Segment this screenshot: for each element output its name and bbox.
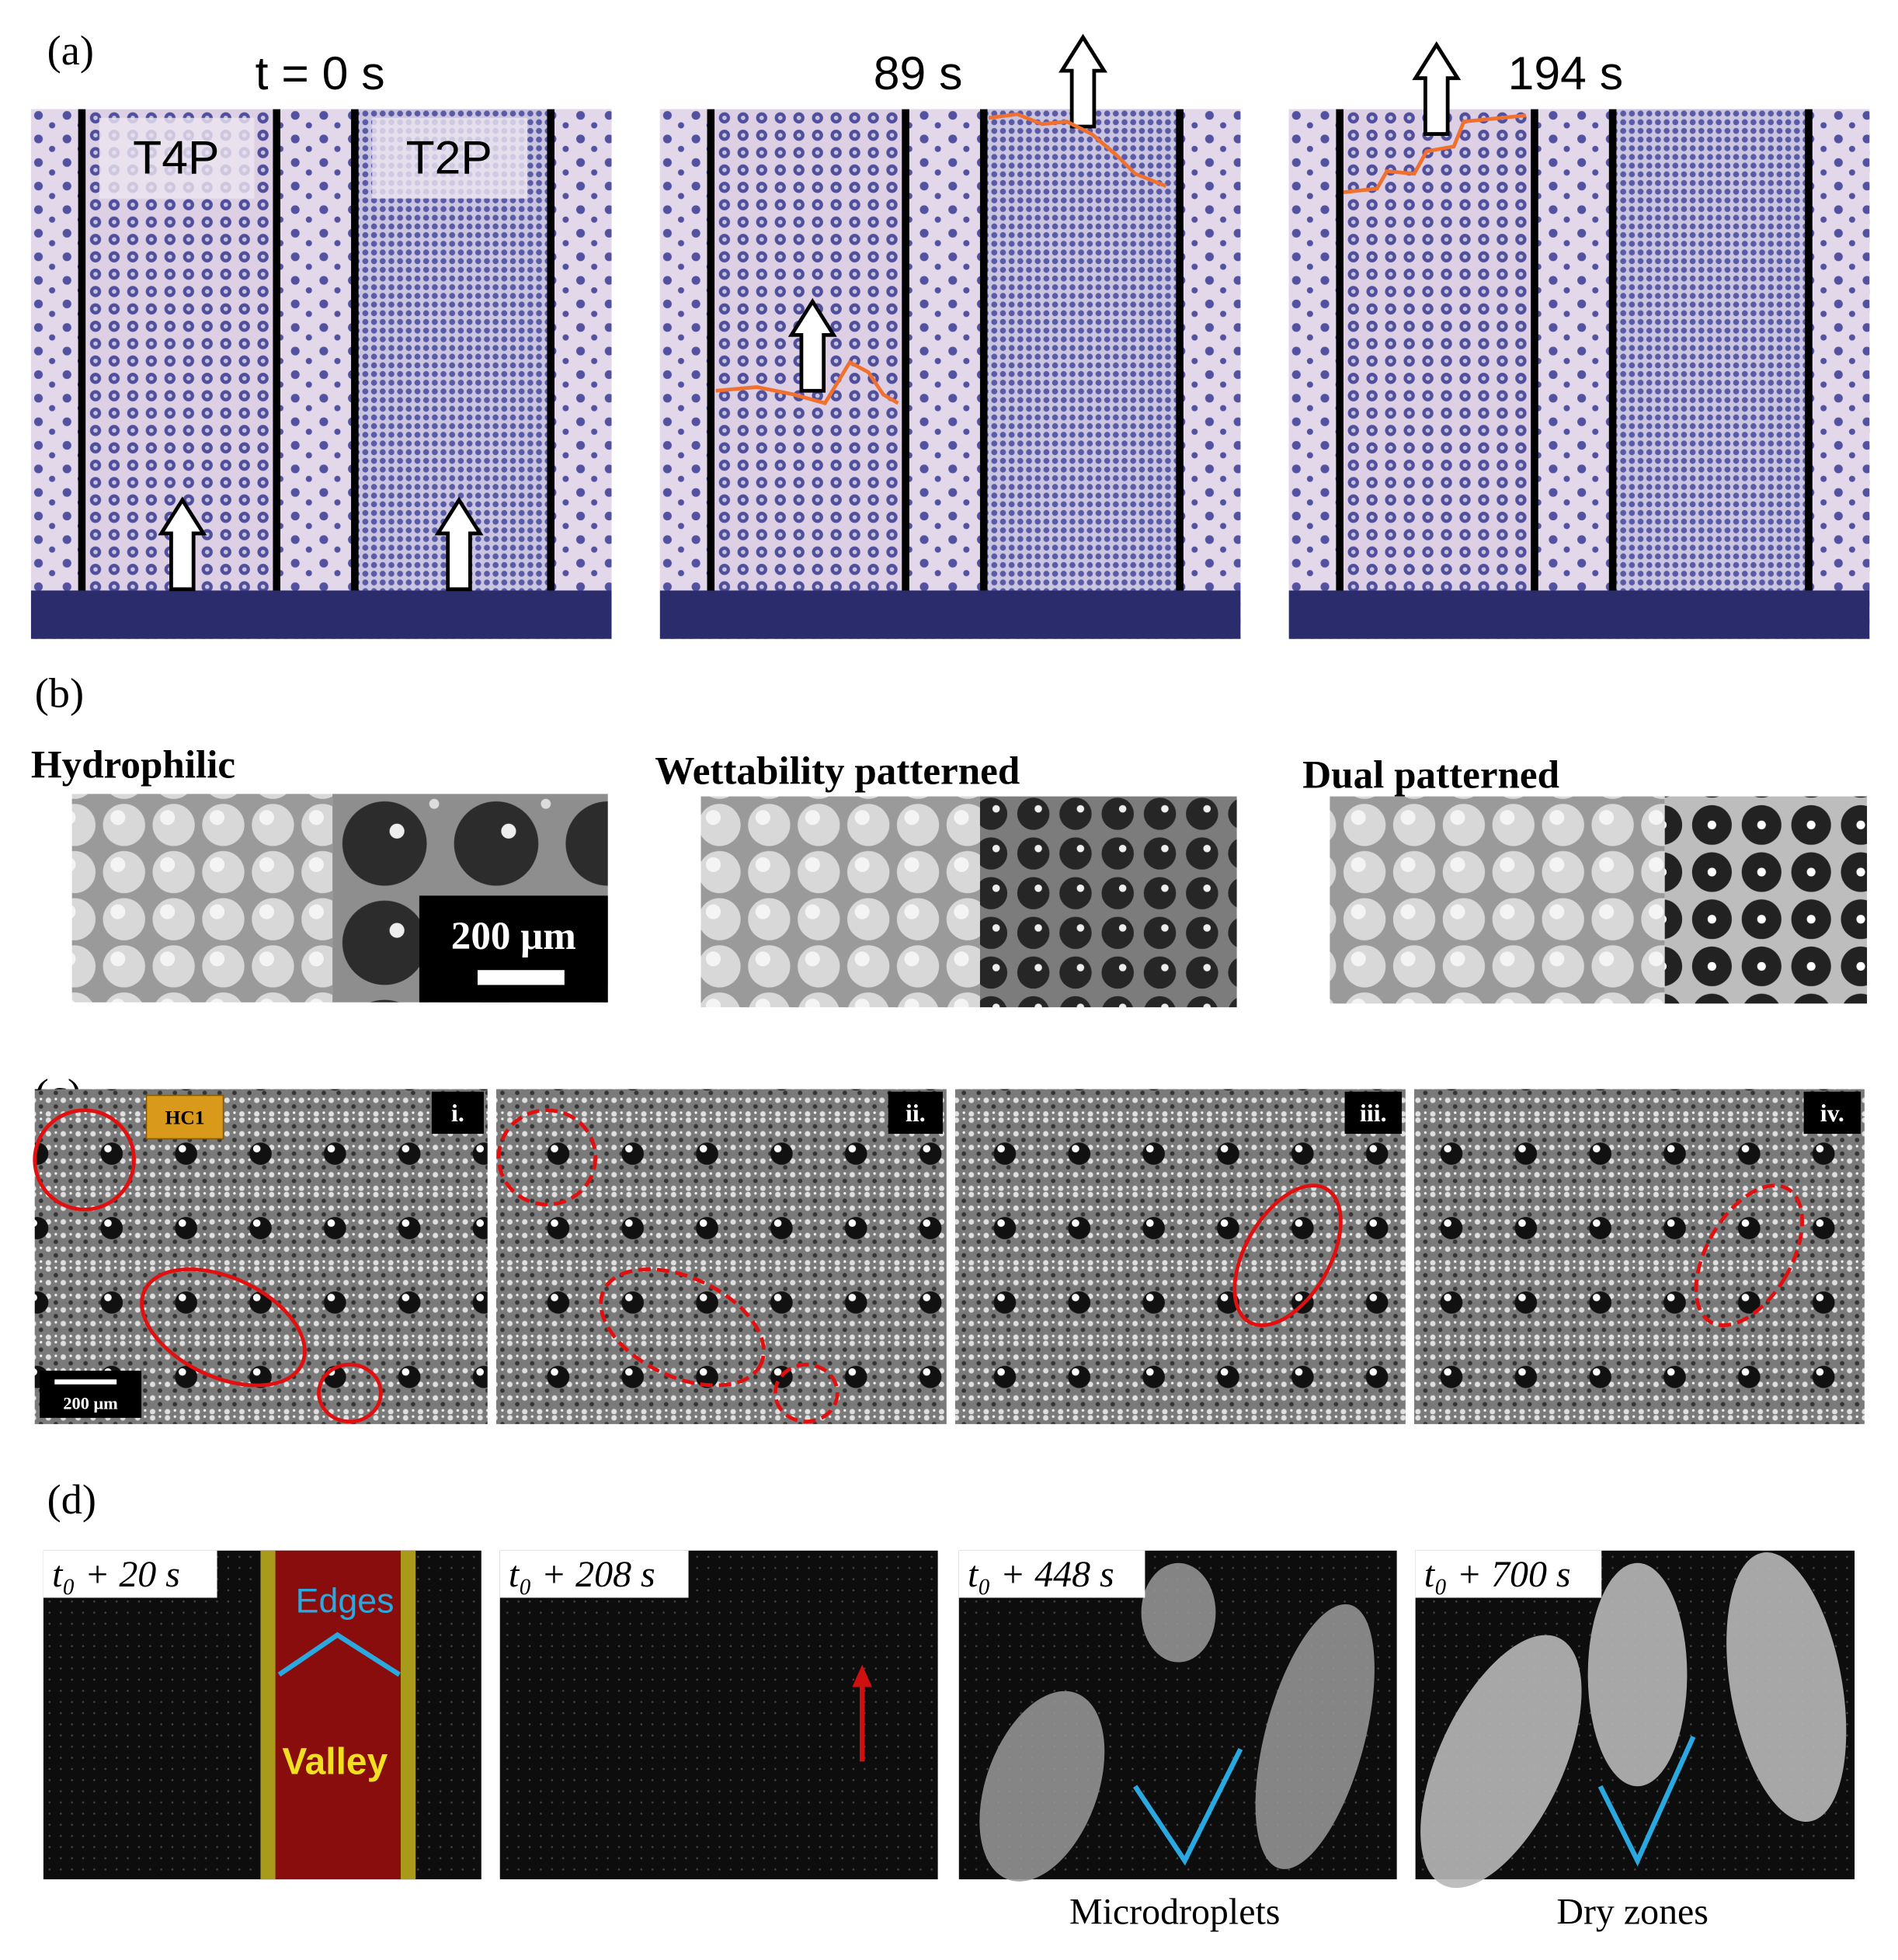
time-label: t₀ + 448 s <box>968 1554 1114 1595</box>
panel-label: (b) <box>35 670 84 717</box>
micrograph <box>71 794 333 1003</box>
micrograph <box>954 1089 1406 1424</box>
micrograph <box>979 796 1237 1008</box>
caption: Microdroplets <box>1069 1892 1280 1933</box>
time-label: t₀ + 700 s <box>1424 1554 1571 1595</box>
region-label: T4P <box>133 131 219 184</box>
micrograph <box>700 796 980 1008</box>
panel-title: Wettability patterned <box>655 749 1020 794</box>
time-label: t₀ + 20 s <box>52 1554 180 1595</box>
panel-title: Hydrophilic <box>31 743 235 787</box>
micrograph <box>1330 796 1665 1004</box>
frame-label: iii. <box>1360 1100 1387 1127</box>
scale-bar-label: 200 μm <box>451 914 576 958</box>
panel-label: (d) <box>47 1476 96 1523</box>
micrograph <box>499 1550 938 1880</box>
time-label: 89 s <box>874 47 963 99</box>
time-label: 194 s <box>1508 47 1623 99</box>
region-label: T2P <box>406 131 492 184</box>
micrograph <box>1664 796 1868 1004</box>
micrograph <box>1414 1089 1865 1424</box>
time-label: t = 0 s <box>255 47 385 99</box>
frame-label: ii. <box>906 1100 926 1127</box>
panel-title: Dual patterned <box>1302 752 1559 797</box>
panel-label: (a) <box>47 27 94 74</box>
micrograph <box>659 109 1241 639</box>
scale-bar-label: 200 μm <box>63 1394 118 1413</box>
tag: HC1 <box>165 1106 204 1128</box>
caption: Dry zones <box>1556 1892 1709 1933</box>
annotation: Edges <box>296 1583 395 1621</box>
annotation: Valley <box>282 1741 388 1782</box>
time-label: t₀ + 208 s <box>509 1554 655 1595</box>
frame-label: i. <box>451 1100 464 1127</box>
micrograph <box>34 1089 488 1424</box>
frame-label: iv. <box>1820 1100 1844 1127</box>
micrograph <box>495 1089 947 1424</box>
